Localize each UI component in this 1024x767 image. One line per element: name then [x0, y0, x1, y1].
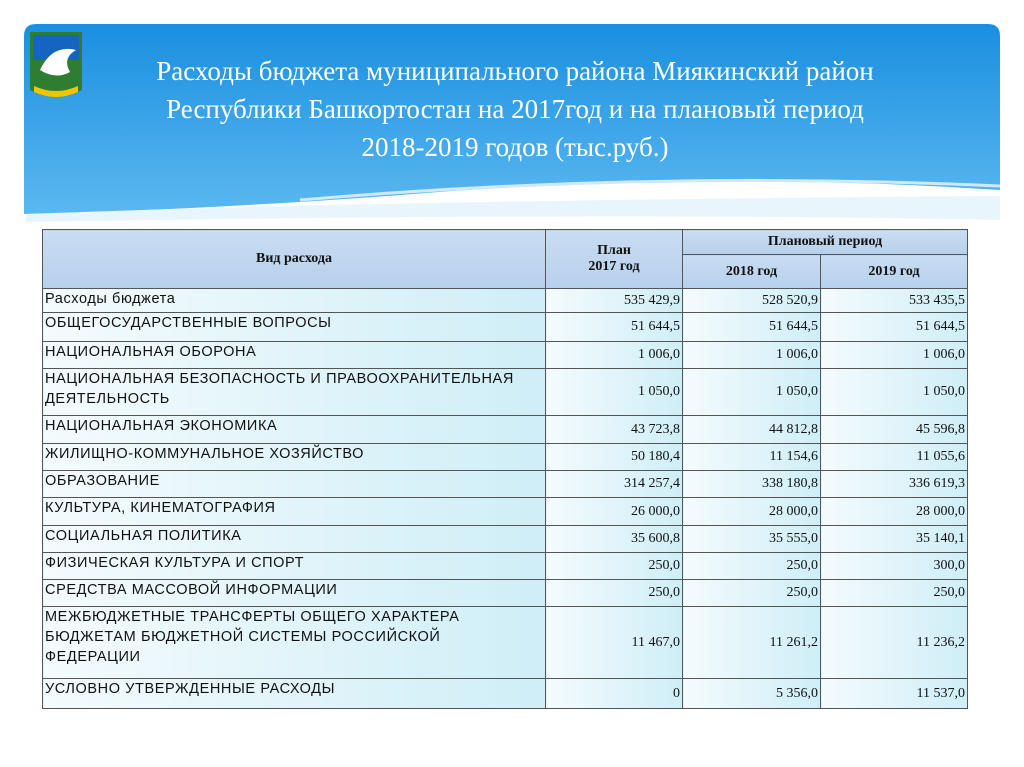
- expense-name-text: МЕЖБЮДЖЕТНЫЕ ТРАНСФЕРТЫ ОБЩЕГО ХАРАКТЕРА…: [45, 609, 460, 665]
- amount: 44 812,8: [682, 415, 821, 444]
- emblem: [30, 32, 82, 97]
- amount: 51 644,5: [682, 312, 821, 342]
- expense-name: УСЛОВНО УТВЕРЖДЕННЫЕ РАСХОДЫ: [42, 678, 546, 709]
- expense-name: НАЦИОНАЛЬНАЯ ЭКОНОМИКА: [42, 415, 546, 444]
- amount: 535 429,9: [545, 288, 683, 313]
- expense-name-text: УСЛОВНО УТВЕРЖДЕННЫЕ РАСХОДЫ: [45, 681, 336, 697]
- amount: 250,0: [820, 579, 968, 607]
- amount: 11 467,0: [545, 606, 683, 679]
- title-line: 2018-2019 годов (тыс.руб.): [361, 132, 669, 162]
- expense-name: ОБРАЗОВАНИЕ: [42, 470, 546, 498]
- expense-name-text: НАЦИОНАЛЬНАЯ БЕЗОПАСНОСТЬ И ПРАВООХРАНИТ…: [45, 371, 514, 407]
- expense-name: НАЦИОНАЛЬНАЯ ОБОРОНА: [42, 341, 546, 369]
- table-row: Расходы бюджета 535 429,9 528 520,9 533 435…: [42, 288, 968, 313]
- table-row: МЕЖБЮДЖЕТНЫЕ ТРАНСФЕРТЫ ОБЩЕГО ХАРАКТЕРА…: [42, 606, 968, 679]
- expense-name-text: ФИЗИЧЕСКАЯ КУЛЬТУРА И СПОРТ: [45, 555, 305, 571]
- table-row: КУЛЬТУРА, КИНЕМАТОГРАФИЯ 26 000,0 28 000,0…: [42, 497, 968, 526]
- amount: 1 050,0: [545, 368, 683, 416]
- header-name: Вид расхода: [42, 229, 546, 289]
- amount: 35 140,1: [820, 525, 968, 553]
- slide-title: Расходы бюджета муниципального района Ми…: [60, 52, 970, 166]
- title-line: Республики Башкортостан на 2017год и на …: [166, 94, 864, 124]
- expense-name-text: КУЛЬТУРА, КИНЕМАТОГРАФИЯ: [45, 500, 276, 516]
- amount: 336 619,3: [820, 470, 968, 498]
- expense-name: СОЦИАЛЬНАЯ ПОЛИТИКА: [42, 525, 546, 553]
- amount: 250,0: [545, 579, 683, 607]
- amount: 300,0: [820, 552, 968, 580]
- amount: 43 723,8: [545, 415, 683, 444]
- expense-name: СРЕДСТВА МАССОВОЙ ИНФОРМАЦИИ: [42, 579, 546, 607]
- header-plan-line: План: [597, 243, 631, 258]
- table-row: ЖИЛИЩНО-КОММУНАЛЬНОЕ ХОЗЯЙСТВО 50 180,4 11…: [42, 443, 968, 471]
- amount: 1 006,0: [545, 341, 683, 369]
- table-row: СОЦИАЛЬНАЯ ПОЛИТИКА 35 600,8 35 555,0 35 14…: [42, 525, 968, 553]
- header-period: Плановый период: [682, 229, 968, 255]
- expense-name-text: ОБЩЕГОСУДАРСТВЕННЫЕ ВОПРОСЫ: [45, 315, 332, 331]
- table-row: УСЛОВНО УТВЕРЖДЕННЫЕ РАСХОДЫ 0 5 356,0 11 5…: [42, 678, 968, 709]
- amount: 26 000,0: [545, 497, 683, 526]
- expense-name: НАЦИОНАЛЬНАЯ БЕЗОПАСНОСТЬ И ПРАВООХРАНИТ…: [42, 368, 546, 416]
- amount: 0: [545, 678, 683, 709]
- amount: 11 236,2: [820, 606, 968, 679]
- amount: 338 180,8: [682, 470, 821, 498]
- amount: 11 537,0: [820, 678, 968, 709]
- amount: 11 055,6: [820, 443, 968, 471]
- expense-name: МЕЖБЮДЖЕТНЫЕ ТРАНСФЕРТЫ ОБЩЕГО ХАРАКТЕРА…: [42, 606, 546, 679]
- header-year: 2019 год: [820, 254, 968, 289]
- table-row: НАЦИОНАЛЬНАЯ ОБОРОНА 1 006,0 1 006,0 1 006,…: [42, 341, 968, 369]
- amount: 45 596,8: [820, 415, 968, 444]
- amount: 528 520,9: [682, 288, 821, 313]
- amount: 11 261,2: [682, 606, 821, 679]
- banner: [24, 24, 1000, 214]
- expense-name: ФИЗИЧЕСКАЯ КУЛЬТУРА И СПОРТ: [42, 552, 546, 580]
- expense-name: ЖИЛИЩНО-КОММУНАЛЬНОЕ ХОЗЯЙСТВО: [42, 443, 546, 471]
- amount: 35 555,0: [682, 525, 821, 553]
- expense-name-text: ЖИЛИЩНО-КОММУНАЛЬНОЕ ХОЗЯЙСТВО: [45, 446, 365, 462]
- amount: 533 435,5: [820, 288, 968, 313]
- amount: 51 644,5: [545, 312, 683, 342]
- expense-name-text: СРЕДСТВА МАССОВОЙ ИНФОРМАЦИИ: [45, 582, 338, 598]
- expense-name: КУЛЬТУРА, КИНЕМАТОГРАФИЯ: [42, 497, 546, 526]
- expense-name-text: СОЦИАЛЬНАЯ ПОЛИТИКА: [45, 528, 242, 544]
- expense-name: Расходы бюджета: [42, 288, 546, 313]
- table-row: ОБЩЕГОСУДАРСТВЕННЫЕ ВОПРОСЫ 51 644,5 51 64…: [42, 312, 968, 342]
- budget-table: Вид расхода План 2017 год Плановый период…: [42, 229, 968, 709]
- amount: 1 006,0: [820, 341, 968, 369]
- table-row: ФИЗИЧЕСКАЯ КУЛЬТУРА И СПОРТ 250,0 250,0 300…: [42, 552, 968, 580]
- amount: 1 050,0: [820, 368, 968, 416]
- amount: 250,0: [682, 552, 821, 580]
- amount: 314 257,4: [545, 470, 683, 498]
- amount: 35 600,8: [545, 525, 683, 553]
- header-year: 2018 год: [682, 254, 821, 289]
- header-plan-line: 2017 год: [588, 259, 640, 274]
- expense-name: ОБЩЕГОСУДАРСТВЕННЫЕ ВОПРОСЫ: [42, 312, 546, 342]
- table-row: НАЦИОНАЛЬНАЯ БЕЗОПАСНОСТЬ И ПРАВООХРАНИТ…: [42, 368, 968, 416]
- header-plan: План 2017 год: [545, 229, 683, 289]
- table-row: ОБРАЗОВАНИЕ 314 257,4 338 180,8 336 619,3: [42, 470, 968, 498]
- amount: 28 000,0: [820, 497, 968, 526]
- expense-name-text: Расходы бюджета: [45, 291, 176, 307]
- table-row: НАЦИОНАЛЬНАЯ ЭКОНОМИКА 43 723,8 44 812,8 45…: [42, 415, 968, 444]
- title-line: Расходы бюджета муниципального района Ми…: [156, 56, 874, 86]
- amount: 1 006,0: [682, 341, 821, 369]
- amount: 51 644,5: [820, 312, 968, 342]
- amount: 250,0: [682, 579, 821, 607]
- table-row: СРЕДСТВА МАССОВОЙ ИНФОРМАЦИИ 250,0 250,0 25…: [42, 579, 968, 607]
- wave-light: [26, 196, 1000, 222]
- expense-name-text: НАЦИОНАЛЬНАЯ ЭКОНОМИКА: [45, 418, 278, 434]
- amount: 5 356,0: [682, 678, 821, 709]
- wave: [299, 178, 1001, 202]
- amount: 50 180,4: [545, 443, 683, 471]
- amount: 11 154,6: [682, 443, 821, 471]
- expense-name-text: ОБРАЗОВАНИЕ: [45, 473, 160, 489]
- amount: 28 000,0: [682, 497, 821, 526]
- expense-name-text: НАЦИОНАЛЬНАЯ ОБОРОНА: [45, 344, 257, 360]
- amount: 250,0: [545, 552, 683, 580]
- amount: 1 050,0: [682, 368, 821, 416]
